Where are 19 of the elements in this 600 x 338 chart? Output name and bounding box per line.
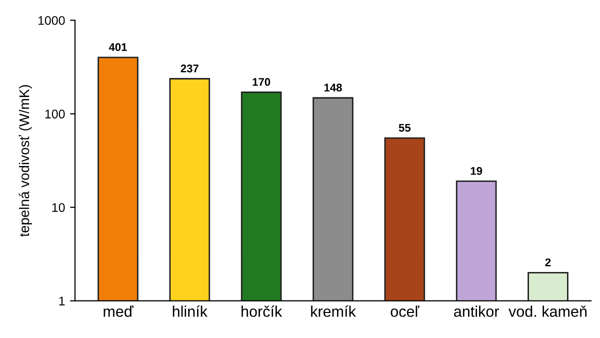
x-tick-label: kremík xyxy=(311,306,356,317)
y-tick-label: 1000 xyxy=(38,16,65,25)
y-tick-label: 100 xyxy=(45,110,65,118)
x-tick-label: horčík xyxy=(242,306,282,317)
data-label: 401 xyxy=(108,43,127,52)
x-tick-label: hliník xyxy=(172,306,208,317)
data-label: 55 xyxy=(398,124,411,132)
data-label: 148 xyxy=(324,84,342,92)
y-tick-label: 10 xyxy=(52,203,65,212)
data-label: 19 xyxy=(470,167,482,175)
x-tick-label: antikor xyxy=(454,306,500,317)
x-tick-label: meď xyxy=(104,306,134,317)
y-axis-title: tepelná vodivosť (W/mK) xyxy=(18,85,32,237)
x-tick-label: oceľ xyxy=(390,306,420,317)
data-label: 170 xyxy=(252,78,270,86)
data-label: 237 xyxy=(180,64,198,72)
data-label: 2 xyxy=(545,258,551,266)
x-tick-label: vod. kameň xyxy=(508,306,587,317)
y-tick-label: 1 xyxy=(59,296,65,306)
